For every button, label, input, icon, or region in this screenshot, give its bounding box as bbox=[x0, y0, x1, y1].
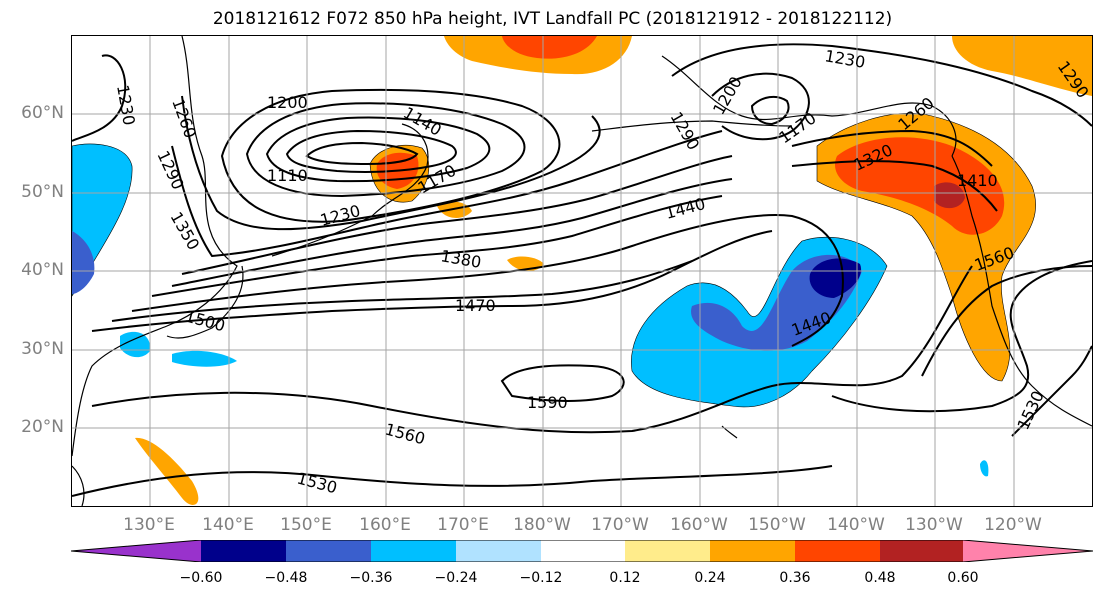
lat-label: 60°N bbox=[0, 103, 64, 123]
colorbar-segment bbox=[201, 540, 286, 562]
lon-label: 150°E bbox=[261, 515, 351, 535]
colorbar bbox=[71, 540, 1093, 562]
lon-label: 170°E bbox=[418, 515, 508, 535]
lon-label: 160°E bbox=[340, 515, 430, 535]
colorbar-segment bbox=[880, 540, 963, 562]
negative-anomaly-small-2 bbox=[172, 351, 237, 367]
contour-label: 1290 bbox=[153, 148, 187, 193]
graticule bbox=[72, 36, 1092, 506]
colorbar-segment bbox=[795, 540, 880, 562]
colorbar-tick-label: 0.24 bbox=[675, 570, 745, 586]
colorbar-tick-label: 0.60 bbox=[928, 570, 998, 586]
contour-label: 1410 bbox=[957, 171, 998, 190]
contour-label: 1230 bbox=[113, 83, 139, 126]
colorbar-tick-label: 0.48 bbox=[845, 570, 915, 586]
contour-label: 1560 bbox=[383, 420, 427, 449]
contour-1350 bbox=[172, 179, 732, 286]
colorbar-tick-label: 0.12 bbox=[590, 570, 660, 586]
lon-label: 140°W bbox=[811, 515, 901, 535]
map-panel: 1230 1260 1290 1200 1140 1110 1170 1230 … bbox=[71, 35, 1093, 507]
contour-label: 1440 bbox=[663, 194, 707, 223]
lat-label: 40°N bbox=[0, 260, 64, 280]
contour-label: 1260 bbox=[168, 96, 200, 141]
negative-anomaly-small-1 bbox=[120, 332, 150, 357]
colorbar-segment bbox=[286, 540, 371, 562]
colorbar-tick-label: −0.48 bbox=[251, 570, 321, 586]
contour-label: 1530 bbox=[295, 469, 339, 498]
colorbar-tick-label: 0.36 bbox=[760, 570, 830, 586]
colorbar-segment bbox=[541, 540, 625, 562]
colorbar-segment bbox=[963, 540, 1093, 562]
lat-label: 20°N bbox=[0, 417, 64, 437]
contour-label: 1470 bbox=[455, 296, 496, 315]
contour-1380 bbox=[152, 196, 722, 296]
lon-label: 160°W bbox=[654, 515, 744, 535]
colorbar-segment bbox=[371, 540, 456, 562]
ivt-shading bbox=[72, 36, 1092, 505]
colorbar-tick-label: −0.36 bbox=[336, 570, 406, 586]
lat-label: 30°N bbox=[0, 339, 64, 359]
contour-label: 1200 bbox=[709, 73, 746, 118]
contour-label: 1230 bbox=[318, 201, 362, 230]
colorbar-segment bbox=[71, 540, 201, 562]
colorbar-segment bbox=[625, 540, 710, 562]
colorbar-tick-label: −0.12 bbox=[506, 570, 576, 586]
lon-label: 140°E bbox=[183, 515, 273, 535]
map-title: 2018121612 F072 850 hPa height, IVT Land… bbox=[0, 9, 1105, 29]
lon-label: 180°W bbox=[497, 515, 587, 535]
colorbar-segment bbox=[456, 540, 541, 562]
colorbar-tick-label: −0.60 bbox=[166, 570, 236, 586]
philippines bbox=[72, 466, 84, 506]
lat-label: 50°N bbox=[0, 182, 64, 202]
lon-label: 150°W bbox=[732, 515, 822, 535]
positive-anomaly-small-3 bbox=[135, 438, 198, 505]
negative-anomaly-small-3 bbox=[980, 460, 988, 476]
contour-label: 1200 bbox=[267, 93, 308, 112]
contour-1170-low bbox=[752, 97, 789, 124]
lon-label: 130°W bbox=[889, 515, 979, 535]
lon-label: 120°W bbox=[968, 515, 1058, 535]
contour-label: 1110 bbox=[267, 166, 308, 185]
map-canvas: 1230 1260 1290 1200 1140 1110 1170 1230 … bbox=[72, 36, 1092, 506]
lon-label: 170°W bbox=[575, 515, 665, 535]
colorbar-tick-label: −0.24 bbox=[421, 570, 491, 586]
contour-label: 1590 bbox=[527, 393, 568, 412]
colorbar-segment bbox=[710, 540, 795, 562]
lon-label: 130°E bbox=[104, 515, 194, 535]
